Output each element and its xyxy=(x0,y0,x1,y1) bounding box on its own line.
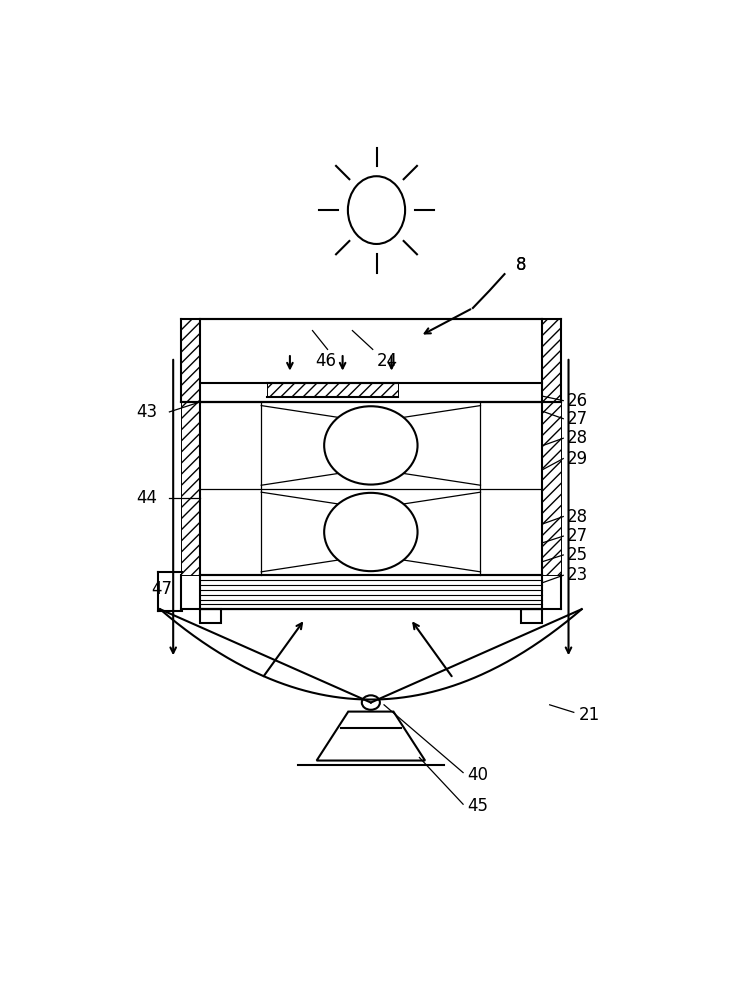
Text: 24: 24 xyxy=(376,352,398,370)
Ellipse shape xyxy=(361,695,380,710)
Text: 46: 46 xyxy=(315,352,336,370)
Bar xyxy=(542,319,561,402)
Text: 43: 43 xyxy=(136,403,157,421)
Text: 25: 25 xyxy=(566,546,587,564)
Text: 45: 45 xyxy=(467,797,488,815)
Text: 28: 28 xyxy=(566,508,587,526)
Bar xyxy=(542,402,561,575)
Text: 21: 21 xyxy=(578,706,599,724)
Bar xyxy=(267,383,398,397)
Bar xyxy=(181,402,200,575)
Ellipse shape xyxy=(325,493,417,571)
Text: 47: 47 xyxy=(151,580,172,598)
Text: 23: 23 xyxy=(566,566,587,584)
Bar xyxy=(200,609,221,623)
Text: 8: 8 xyxy=(516,256,526,274)
Bar xyxy=(521,609,542,623)
Text: 44: 44 xyxy=(136,489,157,507)
Ellipse shape xyxy=(325,406,417,485)
Text: 8: 8 xyxy=(516,256,526,274)
Polygon shape xyxy=(316,712,425,761)
Text: 26: 26 xyxy=(566,392,587,410)
Bar xyxy=(181,319,200,402)
Text: 28: 28 xyxy=(566,429,587,447)
Text: 29: 29 xyxy=(566,450,587,468)
Text: 27: 27 xyxy=(566,410,587,428)
Text: 27: 27 xyxy=(566,527,587,545)
Text: 40: 40 xyxy=(467,766,488,784)
